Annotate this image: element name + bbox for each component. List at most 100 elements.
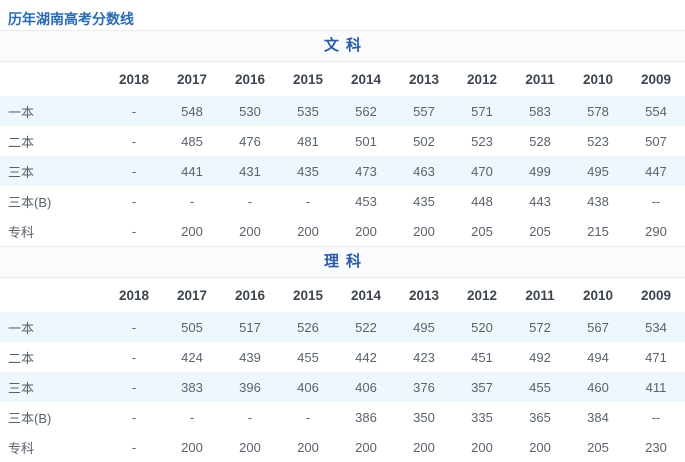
score-cell: 485 <box>181 133 203 149</box>
score-cell: 384 <box>587 409 609 425</box>
score-cell: - <box>305 409 311 425</box>
score-cell: 502 <box>413 133 435 149</box>
score-cell: 571 <box>471 103 493 119</box>
score-cell: 200 <box>471 439 493 455</box>
score-cell: 200 <box>355 439 377 455</box>
score-cell: 439 <box>239 349 261 365</box>
page-title: 历年湖南高考分数线 <box>8 11 134 27</box>
table-row: 三本(B) - - - -453 435 448 443 438 -- <box>0 186 685 216</box>
score-cell: 499 <box>529 163 551 179</box>
row-label: 三本(B) <box>8 194 52 210</box>
year-header: 2018 <box>118 287 150 303</box>
score-cell: 453 <box>355 193 377 209</box>
score-cell: 438 <box>587 193 609 209</box>
corner-cell <box>0 62 105 96</box>
year-header: 2017 <box>176 287 208 303</box>
score-cell: - <box>131 319 137 335</box>
score-cell: - <box>131 133 137 149</box>
year-header: 2014 <box>350 287 382 303</box>
score-cell: 578 <box>587 103 609 119</box>
score-cell: 528 <box>529 133 551 149</box>
year-header: 2010 <box>582 287 614 303</box>
table-row: 专科 - 200 200 200 200 200 205 205 215 290 <box>0 216 685 246</box>
score-cell: 554 <box>645 103 667 119</box>
score-cell: 463 <box>413 163 435 179</box>
score-sections-container: 文科 2018 2017 2016 2015 2014 2013 2012 2011 2010 20… <box>0 30 685 462</box>
score-cell: 495 <box>587 163 609 179</box>
score-cell: 526 <box>297 319 319 335</box>
row-label: 一本 <box>8 104 35 120</box>
score-cell: 200 <box>413 223 435 239</box>
score-cell: 435 <box>413 193 435 209</box>
section-title: 理科 <box>323 253 368 270</box>
score-cell: 200 <box>529 439 551 455</box>
year-header: 2014 <box>350 71 382 87</box>
score-cell: 455 <box>297 349 319 365</box>
score-cell: - <box>247 193 253 209</box>
row-label: 三本 <box>8 164 35 180</box>
table-row: 三本 - 383 396 406 406 376 357 455 460 411 <box>0 372 685 402</box>
score-cell: 530 <box>239 103 261 119</box>
score-cell: 520 <box>471 319 493 335</box>
row-label: 专科 <box>8 440 35 456</box>
score-cell: 435 <box>297 163 319 179</box>
score-cell: 350 <box>413 409 435 425</box>
score-cell: 357 <box>471 379 493 395</box>
year-header: 2017 <box>176 71 208 87</box>
score-cell: 522 <box>355 319 377 335</box>
score-cell: 492 <box>529 349 551 365</box>
score-cell: 460 <box>587 379 609 395</box>
score-cell: - <box>247 409 253 425</box>
row-label: 三本 <box>8 380 35 396</box>
score-cell: 481 <box>297 133 319 149</box>
score-cell: 200 <box>297 439 319 455</box>
score-cell: 205 <box>587 439 609 455</box>
table-row: 一本 - 548 530 535 562 557 571 583 578 554 <box>0 96 685 126</box>
score-cell: 534 <box>645 319 667 335</box>
score-cell: 386 <box>355 409 377 425</box>
score-cell: 523 <box>471 133 493 149</box>
score-cell: -- <box>651 193 661 209</box>
score-cell: 473 <box>355 163 377 179</box>
year-header: 2013 <box>408 71 440 87</box>
year-header: 2010 <box>582 71 614 87</box>
score-cell: 494 <box>587 349 609 365</box>
year-header: 2015 <box>292 71 324 87</box>
score-cell: 431 <box>239 163 261 179</box>
score-cell: 470 <box>471 163 493 179</box>
table-row: 一本 - 505 517 526 522 495 520 572 567 534 <box>0 312 685 342</box>
table-row: 三本(B) - - - -386 350 335 365 384 -- <box>0 402 685 432</box>
table-row: 三本 - 441 431 435 473 463 470 499 495 447 <box>0 156 685 186</box>
score-cell: - <box>305 193 311 209</box>
score-cell: 442 <box>355 349 377 365</box>
score-cell: 572 <box>529 319 551 335</box>
score-cell: 562 <box>355 103 377 119</box>
year-header: 2015 <box>292 287 324 303</box>
year-header-row: 2018 2017 2016 2015 2014 2013 2012 2011 2010 2009 <box>0 62 685 96</box>
score-cell: 411 <box>645 379 667 395</box>
score-cell: 447 <box>645 163 667 179</box>
row-label: 专科 <box>8 224 35 240</box>
score-cell: 557 <box>413 103 435 119</box>
score-cell: 501 <box>355 133 377 149</box>
score-cell: - <box>131 349 137 365</box>
score-cell: 523 <box>587 133 609 149</box>
score-cell: 290 <box>645 223 667 239</box>
score-cell: 383 <box>181 379 203 395</box>
score-cell: 517 <box>239 319 261 335</box>
score-cell: - <box>131 409 137 425</box>
score-cell: 583 <box>529 103 551 119</box>
score-cell: 451 <box>471 349 493 365</box>
score-cell: 230 <box>645 439 667 455</box>
year-header: 2011 <box>525 287 555 303</box>
score-cell: 200 <box>239 439 261 455</box>
score-cell: - <box>131 379 137 395</box>
year-header: 2011 <box>525 71 555 87</box>
year-header: 2009 <box>640 71 672 87</box>
score-cell: 535 <box>297 103 319 119</box>
year-header: 2013 <box>408 287 440 303</box>
score-cell: 205 <box>471 223 493 239</box>
score-cell: 443 <box>529 193 551 209</box>
score-cell: 476 <box>239 133 261 149</box>
section-header: 理科 <box>0 246 685 278</box>
